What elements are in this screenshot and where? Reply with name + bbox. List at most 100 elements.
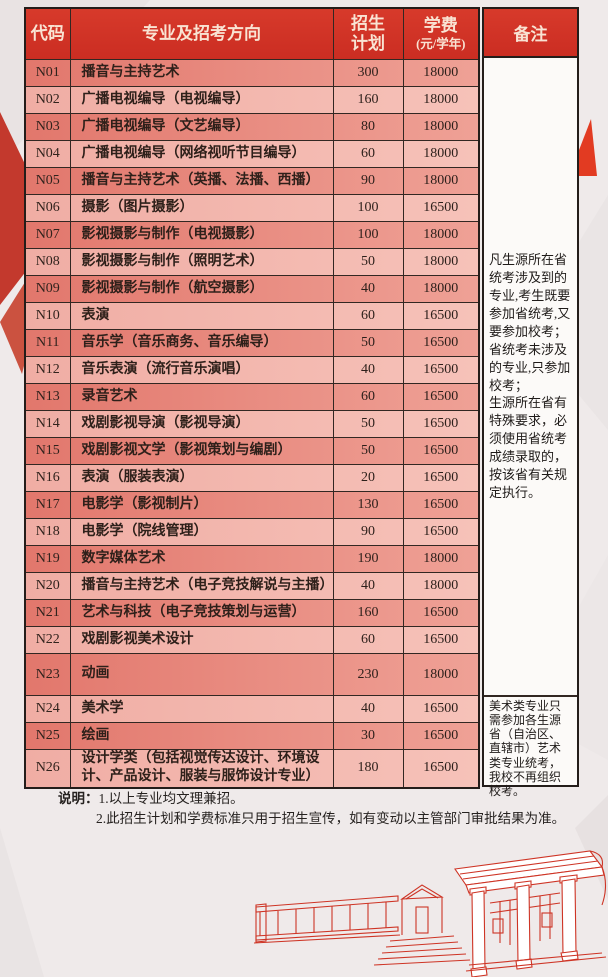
major-name: 电影学（影视制片） bbox=[69, 491, 334, 519]
major-code: N23 bbox=[24, 653, 71, 696]
table-row: N17 电影学（影视制片） 130 16500 bbox=[24, 491, 480, 519]
major-name: 电影学（院线管理） bbox=[69, 518, 334, 546]
remarks-column: 备注 凡生源所在省统考涉及到的专业,考生既要参加省统考,又要参加校考； 省统考未… bbox=[482, 7, 579, 798]
enrollment-plan: 30 bbox=[332, 722, 404, 750]
table-row: N04 广播电视编导（网络视听节目编导） 60 18000 bbox=[24, 140, 480, 168]
major-code: N17 bbox=[24, 491, 71, 519]
enrollment-plan: 40 bbox=[332, 356, 404, 384]
table-row: N14 戏剧影视导演（影视导演） 50 16500 bbox=[24, 410, 480, 438]
tuition-value: 16500 bbox=[402, 437, 480, 465]
enrollment-plan: 20 bbox=[332, 464, 404, 492]
major-name: 播音与主持艺术（电子竞技解说与主播） bbox=[69, 572, 334, 600]
major-code: N19 bbox=[24, 545, 71, 573]
header-tuition-line1: 学费 bbox=[423, 16, 458, 36]
major-name: 广播电视编导（文艺编导） bbox=[69, 113, 334, 141]
table-row: N05 播音与主持艺术（英播、法播、西播） 90 18000 bbox=[24, 167, 480, 195]
header-tuition: 学费 (元/学年) bbox=[402, 7, 480, 60]
major-code: N18 bbox=[24, 518, 71, 546]
major-name: 艺术与科技（电子竞技策划与运营） bbox=[69, 599, 334, 627]
table-row: N11 音乐学（音乐商务、音乐编导） 50 16500 bbox=[24, 329, 480, 357]
table-row: N18 电影学（院线管理） 90 16500 bbox=[24, 518, 480, 546]
tuition-value: 18000 bbox=[402, 221, 480, 249]
major-name: 设计学类（包括视觉传达设计、环境设计、产品设计、服装与服饰设计专业） bbox=[69, 749, 334, 788]
enrollment-plan: 100 bbox=[332, 221, 404, 249]
enrollment-plan: 50 bbox=[332, 329, 404, 357]
tuition-value: 18000 bbox=[402, 113, 480, 141]
enrollment-plan: 100 bbox=[332, 194, 404, 222]
tuition-value: 18000 bbox=[402, 86, 480, 114]
tuition-value: 18000 bbox=[402, 275, 480, 303]
table-row: N02 广播电视编导（电视编导） 160 18000 bbox=[24, 86, 480, 114]
major-code: N15 bbox=[24, 437, 71, 465]
major-name: 影视摄影与制作（电视摄影） bbox=[69, 221, 334, 249]
major-name: 音乐表演（流行音乐演唱） bbox=[69, 356, 334, 384]
major-code: N24 bbox=[24, 695, 71, 723]
table-row: N10 表演 60 16500 bbox=[24, 302, 480, 330]
major-name: 绘画 bbox=[69, 722, 334, 750]
enrollment-plan: 190 bbox=[332, 545, 404, 573]
major-code: N08 bbox=[24, 248, 71, 276]
major-code: N11 bbox=[24, 329, 71, 357]
enrollment-plan: 50 bbox=[332, 410, 404, 438]
major-name: 录音艺术 bbox=[69, 383, 334, 411]
enrollment-plan: 40 bbox=[332, 572, 404, 600]
tuition-value: 16500 bbox=[402, 599, 480, 627]
header-plan-line1: 招生 bbox=[351, 13, 385, 33]
enrollment-plan: 90 bbox=[332, 518, 404, 546]
table-row: N07 影视摄影与制作（电视摄影） 100 18000 bbox=[24, 221, 480, 249]
footnote-label: 说明： bbox=[58, 791, 99, 806]
major-name: 表演（服装表演） bbox=[69, 464, 334, 492]
enrollment-plan: 60 bbox=[332, 626, 404, 654]
table-row: N16 表演（服装表演） 20 16500 bbox=[24, 464, 480, 492]
major-name: 美术学 bbox=[69, 695, 334, 723]
table-row: N24 美术学 40 16500 bbox=[24, 695, 480, 723]
table-row: N21 艺术与科技（电子竞技策划与运营） 160 16500 bbox=[24, 599, 480, 627]
major-code: N25 bbox=[24, 722, 71, 750]
major-code: N06 bbox=[24, 194, 71, 222]
enrollment-plan: 50 bbox=[332, 248, 404, 276]
major-code: N22 bbox=[24, 626, 71, 654]
tuition-value: 16500 bbox=[402, 464, 480, 492]
tuition-value: 18000 bbox=[402, 572, 480, 600]
tuition-value: 16500 bbox=[402, 383, 480, 411]
remarks-body: 凡生源所在省统考涉及到的专业,考生既要参加省统考,又要参加校考； 省统考未涉及的… bbox=[482, 58, 579, 798]
tuition-value: 18000 bbox=[402, 167, 480, 195]
major-code: N26 bbox=[24, 749, 71, 788]
major-code: N09 bbox=[24, 275, 71, 303]
footnote-text1: 1.以上专业均文理兼招。 bbox=[98, 791, 244, 806]
major-code: N05 bbox=[24, 167, 71, 195]
major-code: N20 bbox=[24, 572, 71, 600]
major-code: N16 bbox=[24, 464, 71, 492]
table-row: N08 影视摄影与制作（照明艺术） 50 18000 bbox=[24, 248, 480, 276]
tuition-value: 18000 bbox=[402, 140, 480, 168]
tuition-value: 16500 bbox=[402, 722, 480, 750]
header-plan-line2: 计划 bbox=[351, 34, 385, 53]
enrollment-plan: 130 bbox=[332, 491, 404, 519]
table-row: N15 戏剧影视文学（影视策划与编剧） 50 16500 bbox=[24, 437, 480, 465]
major-name: 摄影（图片摄影） bbox=[69, 194, 334, 222]
header-plan: 招生 计划 bbox=[332, 7, 404, 60]
major-name: 动画 bbox=[69, 653, 334, 696]
footnotes: 说明：1.以上专业均文理兼招。 2.此招生计划和学费标准只用于招生宣传，如有变动… bbox=[58, 789, 583, 830]
table-row: N09 影视摄影与制作（航空摄影） 40 18000 bbox=[24, 275, 480, 303]
tuition-value: 18000 bbox=[402, 545, 480, 573]
enrollment-plan: 160 bbox=[332, 599, 404, 627]
major-name: 戏剧影视文学（影视策划与编剧） bbox=[69, 437, 334, 465]
table-row: N01 播音与主持艺术 300 18000 bbox=[24, 59, 480, 87]
tuition-value: 18000 bbox=[402, 248, 480, 276]
major-name: 广播电视编导（电视编导） bbox=[69, 86, 334, 114]
remark-statewide-exam: 凡生源所在省统考涉及到的专业,考生既要参加省统考,又要参加校考； 省统考未涉及的… bbox=[489, 251, 571, 501]
tuition-value: 16500 bbox=[402, 194, 480, 222]
major-name: 播音与主持艺术 bbox=[69, 59, 334, 87]
major-code: N04 bbox=[24, 140, 71, 168]
major-code: N02 bbox=[24, 86, 71, 114]
table-row: N12 音乐表演（流行音乐演唱） 40 16500 bbox=[24, 356, 480, 384]
major-code: N21 bbox=[24, 599, 71, 627]
major-code: N01 bbox=[24, 59, 71, 87]
tuition-value: 16500 bbox=[402, 626, 480, 654]
major-name: 戏剧影视美术设计 bbox=[69, 626, 334, 654]
major-code: N12 bbox=[24, 356, 71, 384]
enrollment-plan: 80 bbox=[332, 113, 404, 141]
header-major: 专业及招考方向 bbox=[69, 7, 334, 60]
